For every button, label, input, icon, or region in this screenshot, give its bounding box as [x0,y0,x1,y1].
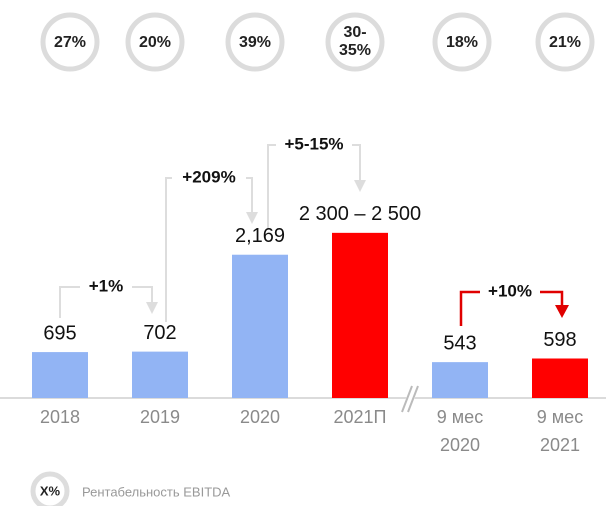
value-label: 702 [143,322,176,344]
axis-break [401,385,419,413]
margin-label: 27% [54,34,86,51]
x-tick-label: 2018 [40,407,80,427]
x-tick-label: 2019 [140,407,180,427]
bar [332,232,388,398]
arrowhead [146,302,158,314]
bar [532,358,588,398]
arrowhead [354,180,366,192]
bar [232,254,288,398]
x-tick-label: 2020 [240,407,280,427]
growth-label: +209% [182,167,235,186]
margin-label: 30- [343,24,366,41]
legend-symbol-text: X% [40,483,61,498]
arrow [59,286,153,318]
x-tick-label: 2021П [334,407,387,427]
arrowhead [246,212,258,224]
arrow [267,144,361,228]
margin-label: 21% [549,34,581,51]
axis-break [400,384,420,414]
legend-label: Рентабельность EBITDA [82,484,231,499]
value-label: 2 300 – 2 500 [299,203,421,225]
value-label: 2,169 [235,225,285,247]
bar [432,362,488,398]
margin-circle [325,12,385,72]
bar [132,351,188,398]
margin-label: 18% [446,34,478,51]
value-label: 695 [43,322,76,344]
margin-circle [535,12,595,72]
margin-label: 35% [339,42,371,59]
legend-symbol [30,471,70,506]
margin-circle [225,12,285,72]
value-label: 598 [543,329,576,351]
margin-circle [40,12,100,72]
arrowhead [555,305,569,318]
margin-label: 20% [139,34,171,51]
x-tick-label: 9 мес 2020 [437,407,483,455]
growth-label: +10% [488,281,532,300]
arrow [459,290,564,326]
growth-label: +1% [89,276,124,295]
legend: X% Рентабельность EBITDA [30,471,231,506]
arrow [165,177,253,322]
value-label: 543 [443,332,476,354]
bar [32,352,88,398]
growth-label: +5-15% [284,134,343,153]
margin-label: 39% [239,34,271,51]
x-tick-label: 9 мес 2021 [537,407,583,455]
margin-circle [125,12,185,72]
margin-circle [432,12,492,72]
growth-arrows: +1% +209% +5-15% +10% [59,134,569,326]
